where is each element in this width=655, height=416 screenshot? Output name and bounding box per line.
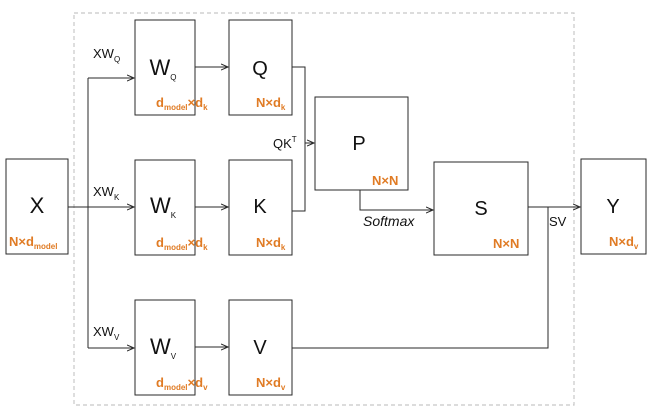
node-q-dim: N×dk (256, 95, 286, 112)
node-x-label: X (30, 193, 45, 218)
node-wq-dim: dmodel×dk (156, 95, 208, 112)
node-q (228, 19, 293, 116)
edge-label-xwk: XWK (93, 184, 120, 202)
node-y-dim: N×dv (609, 234, 639, 251)
node-wv (134, 299, 196, 396)
connectors (68, 67, 580, 348)
edge-label-xwq: XWQ (93, 46, 120, 64)
node-wk-dim: dmodel×dk (156, 235, 208, 252)
node-wv-label: WV (150, 334, 177, 361)
node-p-dim: N×N (372, 173, 398, 188)
edge-p-to-s (359, 190, 433, 210)
edge-k-to-p (292, 143, 306, 212)
node-p (314, 96, 409, 191)
edge-q-to-p (292, 66, 314, 143)
node-wv-dim: dmodel×dv (156, 375, 208, 392)
node-x-dim: N×dmodel (9, 234, 57, 251)
node-k-dim: N×dk (256, 235, 286, 252)
node-v-label: V (253, 337, 267, 359)
node-y-label: Y (606, 196, 619, 218)
edge-label-sv: SV (549, 214, 567, 229)
node-s-label: S (474, 198, 487, 220)
edge-v-to-sv (292, 207, 549, 349)
node-q-label: Q (252, 58, 268, 80)
edge-label-softmax: Softmax (363, 213, 415, 229)
node-wq-label: WQ (150, 55, 177, 82)
node-k-label: K (253, 196, 267, 218)
node-wk-label: WK (150, 193, 177, 220)
node-s-dim: N×N (493, 236, 519, 251)
node-v (228, 299, 293, 396)
node-k (228, 159, 293, 256)
node-y (580, 158, 647, 255)
node-p-label: P (352, 133, 365, 155)
node-wq (134, 19, 196, 116)
edge-label-qkt: QKT (273, 135, 297, 151)
node-wk (134, 159, 196, 256)
node-v-dim: N×dv (256, 375, 286, 392)
edge-label-xwv: XWV (93, 324, 120, 342)
node-s (433, 161, 529, 256)
node-x (5, 158, 69, 255)
